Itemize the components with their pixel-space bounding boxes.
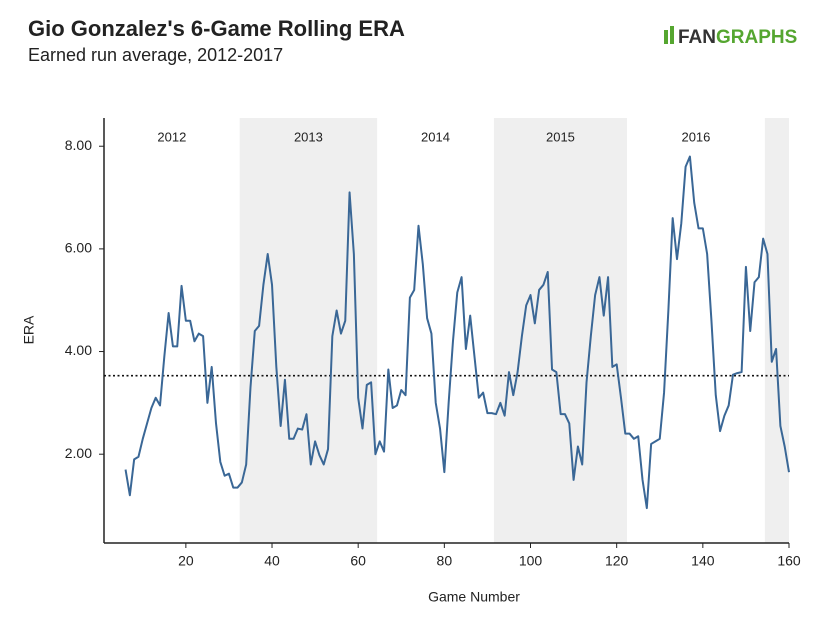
season-label: 2013 xyxy=(294,129,323,144)
y-tick-label: 2.00 xyxy=(65,445,92,461)
y-axis-label: ERA xyxy=(21,315,37,344)
plot-area: 2012 2013 2014 2015 2016 2.00 4.00 6.00 8.00 20 40… xyxy=(65,118,801,569)
x-tick-label: 40 xyxy=(264,553,280,569)
season-band xyxy=(493,118,628,543)
logo: FANGRAPHS xyxy=(678,27,797,48)
x-tick-label: 120 xyxy=(605,553,629,569)
season-label: 2015 xyxy=(546,129,575,144)
logo-part: GRAPHS xyxy=(716,27,797,48)
x-tick-label: 100 xyxy=(519,553,543,569)
y-tick-label: 6.00 xyxy=(65,240,92,256)
x-tick-label: 20 xyxy=(178,553,194,569)
season-label: 2012 xyxy=(157,129,186,144)
season-band xyxy=(764,118,789,543)
y-tick-label: 4.00 xyxy=(65,342,92,358)
x-tick-label: 160 xyxy=(777,553,801,569)
chart-subtitle: Earned run average, 2012-2017 xyxy=(28,45,283,65)
season-band xyxy=(239,118,378,543)
x-tick-label: 140 xyxy=(691,553,715,569)
chart-title: Gio Gonzalez's 6-Game Rolling ERA xyxy=(28,16,405,41)
era-line xyxy=(124,155,790,510)
season-label: 2016 xyxy=(681,129,710,144)
logo-part: FAN xyxy=(678,27,716,48)
logo-mark xyxy=(670,26,674,44)
x-tick-label: 60 xyxy=(350,553,366,569)
season-label: 2014 xyxy=(421,129,450,144)
y-tick-label: 8.00 xyxy=(65,137,92,153)
x-tick-label: 80 xyxy=(437,553,453,569)
x-axis-label: Game Number xyxy=(428,589,520,605)
logo-mark xyxy=(664,30,668,44)
